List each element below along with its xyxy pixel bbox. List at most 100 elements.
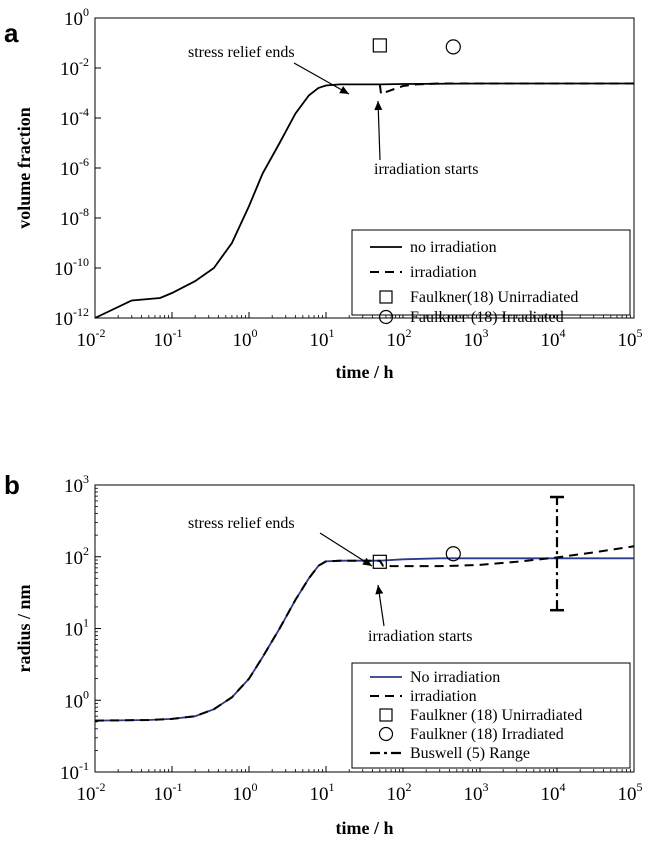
y-tick-label: 101 [64,616,89,641]
x-tick-exponent: 4 [560,326,566,340]
y-tick-base: 10 [64,548,83,569]
square-marker [372,554,387,569]
x-tick-label: 100 [233,780,258,805]
x-tick-base: 10 [310,330,329,351]
x-tick-base: 10 [310,784,329,805]
x-tick-exponent: 0 [252,326,258,340]
legend-label: no irradiation [410,239,497,256]
x-tick-label: 103 [464,780,489,805]
x-tick-exponent: -1 [173,326,183,340]
x-tick-base: 10 [154,330,173,351]
panel-b-letter: b [4,470,20,500]
x-tick-label: 104 [541,326,566,351]
x-tick-label: 10-2 [77,780,106,805]
y-tick-base: 10 [60,59,79,80]
x-tick-base: 10 [618,784,637,805]
y-tick-label: 102 [64,544,89,569]
square-marker [372,38,387,53]
panel-a-letter: a [4,18,19,48]
x-tick-exponent: 3 [483,780,489,794]
x-tick-exponent: 2 [406,780,412,794]
y-tick-base: 10 [60,763,79,784]
annotation-arrow-head [374,101,383,111]
legend-label: Faulkner (18) Irradiated [410,309,564,326]
y-tick-exponent: 0 [83,687,89,701]
annotation-text: stress relief ends [188,515,295,532]
x-tick-label: 10-1 [154,780,183,805]
series-line-solid [94,82,634,319]
circle-marker [445,39,461,55]
x-tick-exponent: -1 [173,780,183,794]
legend-swatch-square [379,290,393,304]
y-tick-base: 10 [60,209,79,230]
y-tick-base: 10 [64,691,83,712]
series-line-dashed [378,82,634,96]
annotation-arrow-head [339,86,349,94]
legend-label: irradiation [410,688,477,705]
x-tick-base: 10 [154,784,173,805]
series-line-dashed [94,545,635,722]
legend-label: Faulkner (18) Unirradiated [410,707,582,724]
panel-a: a 10-2 10-1 100 101 102 103 104 10510-1210-1010… [4,5,643,382]
x-tick-exponent: 5 [637,326,643,340]
annotation-text: irradiation starts [368,628,472,645]
legend-swatch-square [379,708,393,722]
x-tick-label: 102 [387,780,412,805]
x-tick-exponent: -2 [96,780,106,794]
x-tick-base: 10 [233,330,252,351]
x-tick-exponent: 1 [329,780,335,794]
y-axis-title: radius / nm [14,584,34,672]
x-axis-title: time / h [336,362,394,382]
x-tick-exponent: 0 [252,780,258,794]
x-tick-base: 10 [541,330,560,351]
x-tick-exponent: 5 [637,780,643,794]
x-tick-label: 10-2 [77,326,106,351]
y-tick-label: 10-6 [60,155,89,180]
y-tick-exponent: 1 [83,616,89,630]
x-tick-label: 105 [618,780,643,805]
x-tick-label: 10-1 [154,326,183,351]
y-tick-base: 10 [60,159,79,180]
annotation-arrow-shaft [293,62,350,95]
y-tick-label: 10-8 [60,205,89,230]
y-tick-base: 10 [54,309,73,330]
legend-label: No irradiation [410,669,500,686]
x-tick-base: 10 [387,784,406,805]
y-tick-label: 10-2 [60,55,89,80]
y-tick-exponent: -1 [79,759,89,773]
legend-swatch-circle [378,726,394,742]
y-tick-base: 10 [54,259,73,280]
legend-label: Faulkner(18) Unirradiated [410,289,578,306]
x-tick-base: 10 [77,330,96,351]
y-tick-label: 10-10 [54,255,89,280]
x-tick-exponent: -2 [96,326,106,340]
annotation-text: irradiation starts [374,161,478,178]
x-tick-base: 10 [77,784,96,805]
y-tick-base: 10 [64,9,83,30]
y-tick-base: 10 [64,620,83,641]
legend-box [351,229,631,316]
x-tick-base: 10 [464,330,483,351]
annotation-arrow-shaft [377,100,381,161]
y-axis-title: volume fraction [14,107,34,228]
legend-label: irradiation [410,264,477,281]
y-tick-exponent: -10 [73,255,89,269]
y-tick-base: 10 [64,476,83,497]
x-tick-exponent: 3 [483,326,489,340]
x-tick-exponent: 2 [406,326,412,340]
x-axis-title: time / h [336,818,394,838]
x-tick-base: 10 [618,330,637,351]
legend-label: Buswell (5) Range [410,745,530,762]
legend-label: Faulkner (18) Irradiated [410,726,564,743]
annotation-arrow-head [362,557,372,566]
x-tick-exponent: 4 [560,780,566,794]
x-tick-base: 10 [387,330,406,351]
panel-b: b 10-2 10-1 100 101 102 103 104 10510-110010110… [4,470,643,838]
x-tick-base: 10 [233,784,252,805]
annotation-arrow-head [375,585,384,595]
x-tick-base: 10 [464,784,483,805]
x-tick-label: 103 [464,326,489,351]
y-tick-exponent: -6 [79,155,89,169]
y-tick-label: 10-4 [60,105,89,130]
y-tick-exponent: -4 [79,105,89,119]
